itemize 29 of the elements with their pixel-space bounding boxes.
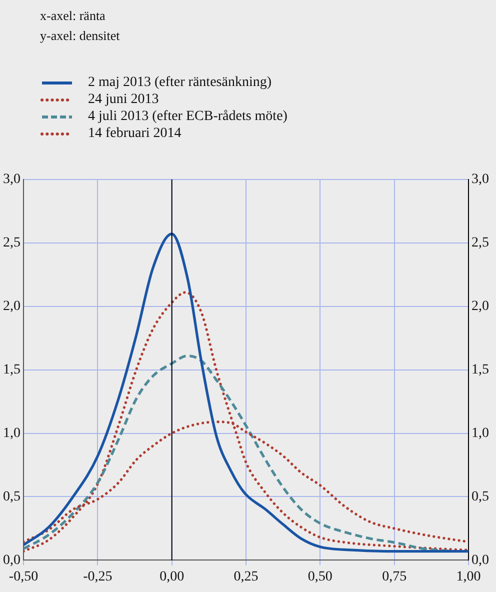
y2-tick-label: 3,0 <box>472 172 489 188</box>
x-tick-label: 0,50 <box>308 569 332 584</box>
x-tick-label: 1,00 <box>456 569 481 584</box>
x-tick-label: 0,25 <box>234 569 258 584</box>
legend-label: 24 juni 2013 <box>88 91 159 108</box>
y-tick-label: 1,0 <box>3 426 20 441</box>
y-tick-label: 2,5 <box>3 236 20 251</box>
x-tick-label: -0,25 <box>83 569 112 584</box>
text: y-axel: densitet <box>40 27 120 45</box>
y2-tick-label: 1,5 <box>472 362 489 378</box>
y2-tick-label: 0,5 <box>472 489 489 504</box>
line-series <box>24 291 468 553</box>
x-tick-label: 0,75 <box>382 569 407 584</box>
y2-tick-label: 0,0 <box>472 552 489 568</box>
x-tick-label: -0,50 <box>8 569 38 584</box>
y2-tick-label: 1,0 <box>472 426 489 441</box>
y2-tick-label: 2,0 <box>472 299 489 314</box>
x-tick-label: 0,00 <box>160 569 184 584</box>
legend-label: 4 juli 2013 (efter ECB-rådets möte) <box>88 108 288 125</box>
y-tick-label: 0,0 <box>3 552 20 568</box>
y-tick-label: 0,5 <box>3 489 20 504</box>
legend-label: 2 maj 2013 (efter räntesänkning) <box>88 74 272 91</box>
y2-tick-label: 2,5 <box>472 236 489 251</box>
y-tick-label: 3,0 <box>3 172 20 188</box>
y-tick-label: 2,0 <box>3 299 20 314</box>
line-series <box>24 232 468 553</box>
text: x-axel: ränta <box>40 7 106 25</box>
y-tick-label: 1,5 <box>3 362 20 378</box>
legend-label: 14 februari 2014 <box>88 125 182 142</box>
